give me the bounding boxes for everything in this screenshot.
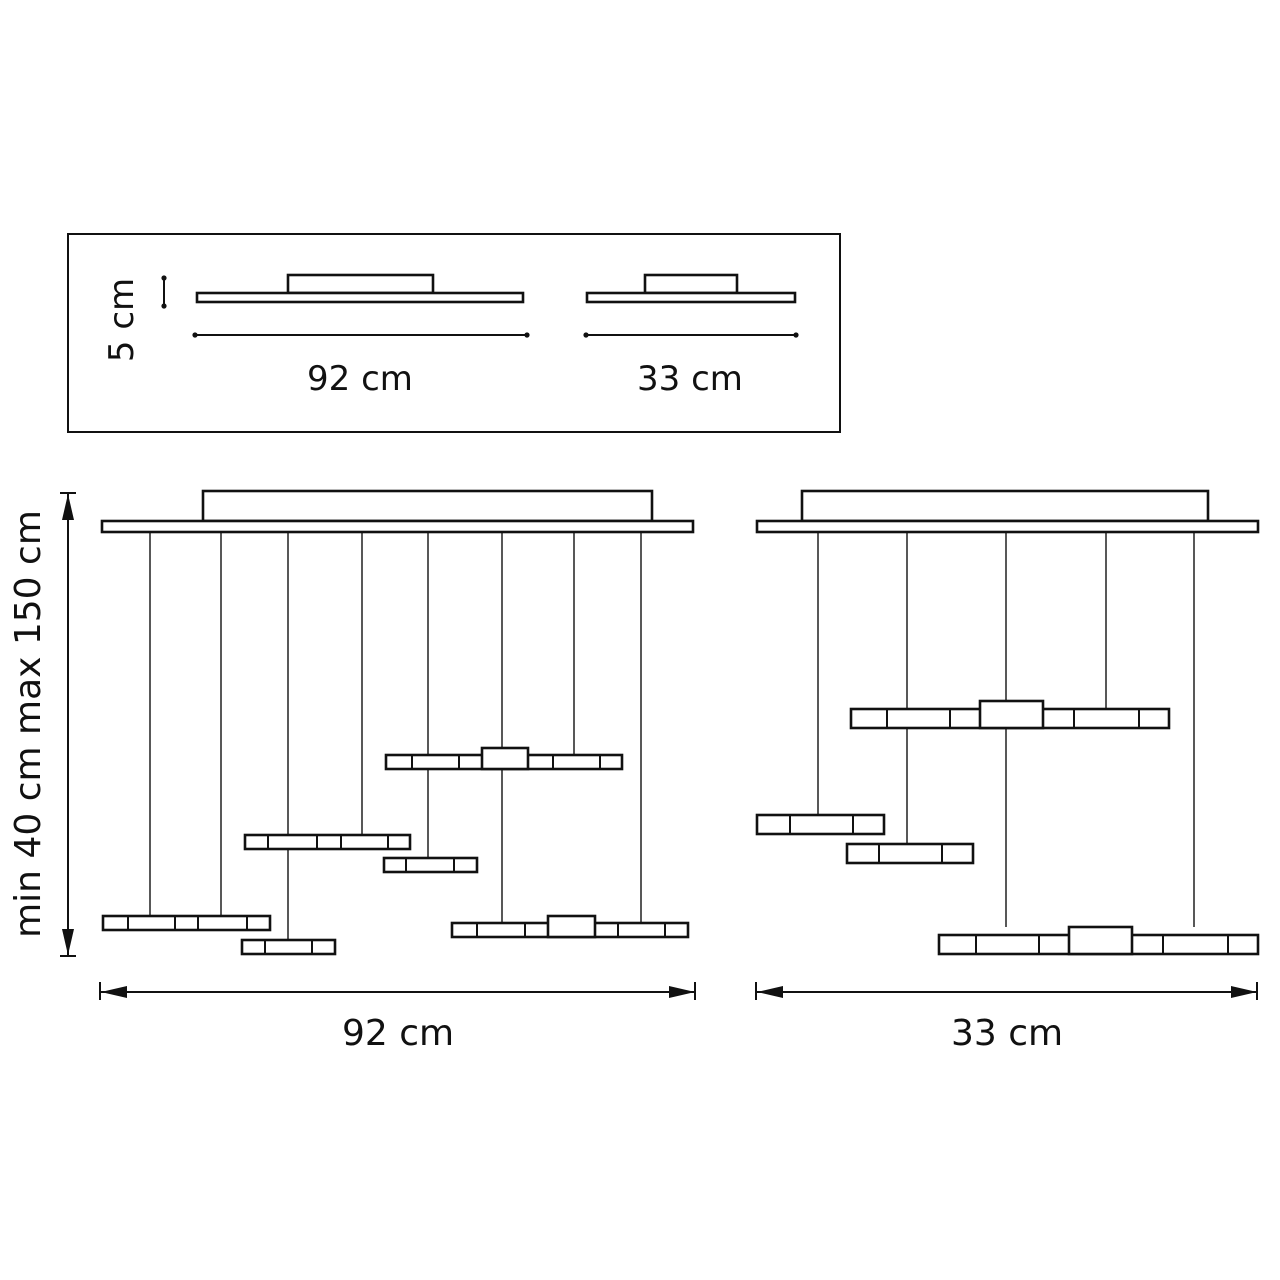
ceiling-plate-side: [755, 519, 1260, 534]
inset-width-label-large: 92 cm: [307, 359, 413, 399]
inset-plate-large: [195, 291, 525, 304]
height-range-label: min 40 cm max 150 cm: [8, 510, 49, 938]
inset-top-view-box: 5 cm 92 cm 33 cm: [67, 233, 841, 433]
ceiling-plate-front: [100, 519, 695, 534]
dimension-dot: [192, 332, 198, 338]
dimension-dot: [793, 332, 799, 338]
light-bar: [382, 856, 479, 874]
inset-width-label-small: 33 cm: [637, 359, 743, 399]
inset-plate-small: [585, 291, 797, 304]
arrowhead: [757, 986, 783, 998]
canopy-box-side: [800, 489, 1210, 523]
dimension-dot: [161, 275, 167, 281]
inset-canopy-large: [286, 273, 435, 295]
bar-center-module: [546, 914, 597, 939]
inset-canopy-small: [643, 273, 739, 295]
bar-center-module: [480, 746, 530, 771]
canopy-box-front: [201, 489, 654, 523]
arrowhead: [1231, 986, 1257, 998]
light-bar: [845, 842, 975, 865]
inset-height-label: 5 cm: [102, 278, 142, 362]
arrowhead: [62, 929, 74, 955]
width-label-small: 33 cm: [951, 1013, 1063, 1054]
light-bar: [243, 833, 412, 851]
arrowhead: [101, 986, 127, 998]
light-bar: [240, 938, 337, 956]
light-bar: [101, 914, 272, 932]
inset-frame: [67, 233, 841, 433]
arrowhead: [669, 986, 695, 998]
bar-center-module: [978, 699, 1045, 730]
bar-center-module: [1067, 925, 1134, 956]
width-label-large: 92 cm: [342, 1013, 454, 1054]
arrowhead: [62, 494, 74, 520]
dimension-dot: [583, 332, 589, 338]
dimension-dot: [161, 303, 167, 309]
dimension-dot: [524, 332, 530, 338]
light-bar: [755, 813, 886, 836]
